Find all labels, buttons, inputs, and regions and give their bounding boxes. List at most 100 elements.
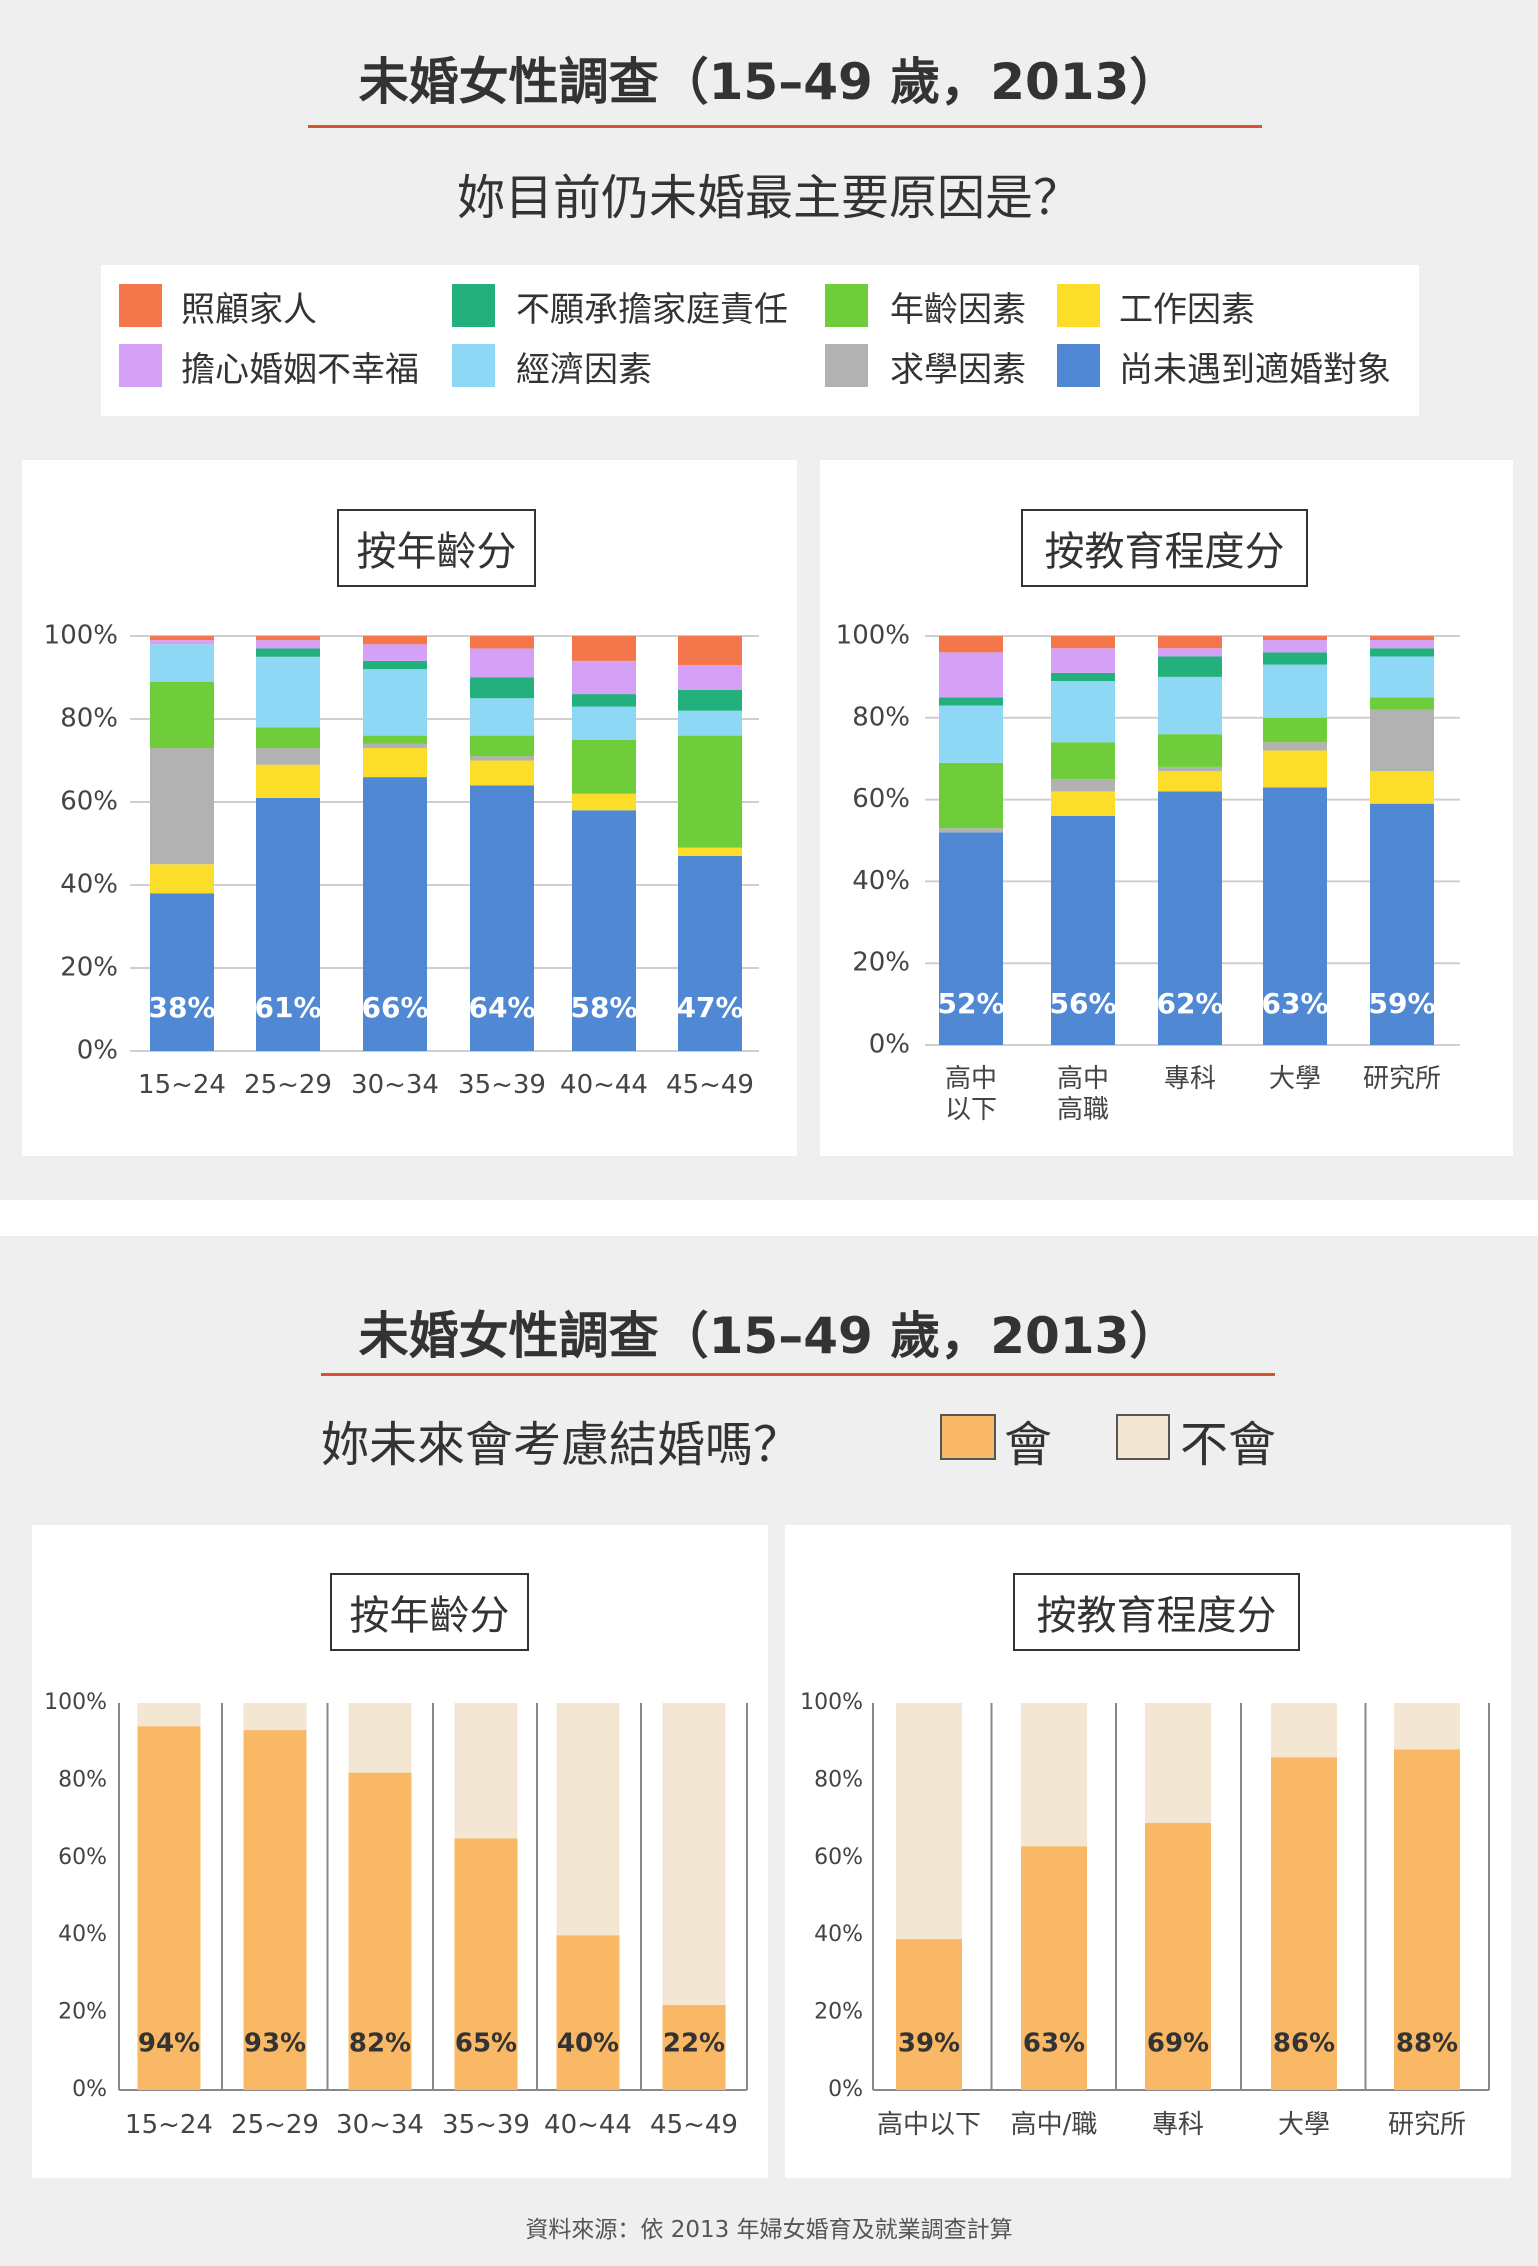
x-tick-label: 研究所 [1387,2110,1467,2140]
y-tick-label: 80% [814,1767,863,1792]
x-tick-label: 45~49 [650,2110,738,2140]
y-tick-label: 100% [836,621,910,651]
bar-segment [256,636,320,641]
value-label: 63% [1023,2029,1085,2059]
bar-segment [662,2004,726,2090]
bar-segment [939,652,1003,698]
divider [0,1200,1538,1236]
bar-segment [137,1703,201,1727]
bar-segment [1394,1749,1460,2090]
y-tick-label: 80% [60,704,118,734]
x-tick-label: 15~24 [138,1070,226,1100]
bar-segment [363,777,427,1051]
bar-segment [556,1703,620,1936]
value-label: 56% [1049,987,1116,1020]
bar-segment [150,893,214,1051]
bar-segment [348,1703,412,1773]
bar-segment [1145,1703,1211,1823]
bar-segment [1051,779,1115,792]
bar-segment [256,640,320,649]
value-label: 61% [254,991,321,1024]
bar-segment [454,1838,518,2090]
value-label: 94% [138,2029,200,2059]
bar-segment [1158,656,1222,677]
y-tick-label: 20% [58,2000,107,2025]
x-tick-label: 25~29 [244,1070,332,1100]
question: 妳未來會考慮結婚嗎？ [321,1417,802,1473]
bar-segment [572,706,636,740]
legend-label: 會 [1004,1417,1053,1473]
value-label: 69% [1147,2029,1209,2059]
section-title: 未婚女性調查（15–49 歲，2013） [358,53,1180,111]
x-tick-label: 30~34 [351,1070,439,1100]
legend-label: 經濟因素 [516,350,652,390]
value-label: 64% [468,991,535,1024]
legend-swatch [452,284,495,327]
bar-segment [1263,717,1327,743]
x-tick-label: 研究所 [1362,1064,1442,1094]
value-label: 22% [663,2029,725,2059]
bar-segment [1263,750,1327,788]
y-tick-label: 40% [852,866,910,896]
value-label: 86% [1273,2029,1335,2059]
bar-segment [256,648,320,657]
bar-segment [470,760,534,786]
bar-segment [470,636,534,649]
legend [101,265,1419,416]
bar-segment [1021,1846,1087,2090]
bar-segment [1263,640,1327,653]
bar-segment [1051,636,1115,649]
bar-segment [556,1935,620,2090]
bar-segment [1263,787,1327,1045]
legend-swatch [119,344,162,387]
y-tick-label: 80% [852,702,910,732]
bar-segment [363,748,427,778]
legend-swatch [1116,1414,1170,1460]
x-tick-label: 高中/職 [1010,2110,1098,2140]
legend-swatch [825,284,868,327]
bar-segment [678,636,742,666]
section-title: 未婚女性調查（15–49 歲，2013） [358,1307,1180,1365]
bar-segment [256,748,320,765]
legend-swatch [825,344,868,387]
value-label: 93% [244,2029,306,2059]
value-label: 62% [1156,987,1223,1020]
legend-swatch [940,1414,996,1460]
bar-segment [1370,656,1434,698]
bar-segment [1263,652,1327,665]
bar-segment [363,644,427,661]
bar-segment [678,855,742,1051]
legend-label: 尚未遇到適婚對象 [1119,350,1391,390]
bar-segment [1370,770,1434,804]
bar-segment [678,710,742,736]
value-label: 82% [349,2029,411,2059]
x-tick-label: 專科 [1163,1064,1217,1094]
bar-segment [1158,734,1222,767]
bar-segment [1051,742,1115,780]
x-tick-label: 大學 [1277,2110,1331,2140]
x-tick-label: 30~34 [336,2110,424,2140]
x-tick-label: 大學 [1268,1064,1322,1094]
value-label: 66% [361,991,428,1024]
bar-segment [348,1772,412,2090]
x-tick-label: 40~44 [544,2110,632,2140]
bar-segment [572,793,636,811]
y-tick-label: 0% [72,2077,107,2102]
bar-segment [1370,803,1434,1045]
y-tick-label: 100% [44,1690,107,1715]
bar-segment [150,636,214,641]
bar-segment [1158,791,1222,1045]
value-label: 39% [898,2029,960,2059]
y-tick-label: 60% [58,1845,107,1870]
value-label: 88% [1396,2029,1458,2059]
legend-label: 年齡因素 [890,290,1026,330]
bar-segment [939,832,1003,1045]
bar-segment [256,656,320,728]
bar-segment [470,698,534,736]
y-tick-label: 80% [58,1767,107,1792]
bar-segment [150,681,214,749]
bar-segment [470,648,534,678]
y-tick-label: 0% [77,1036,118,1066]
bar-segment [150,644,214,682]
